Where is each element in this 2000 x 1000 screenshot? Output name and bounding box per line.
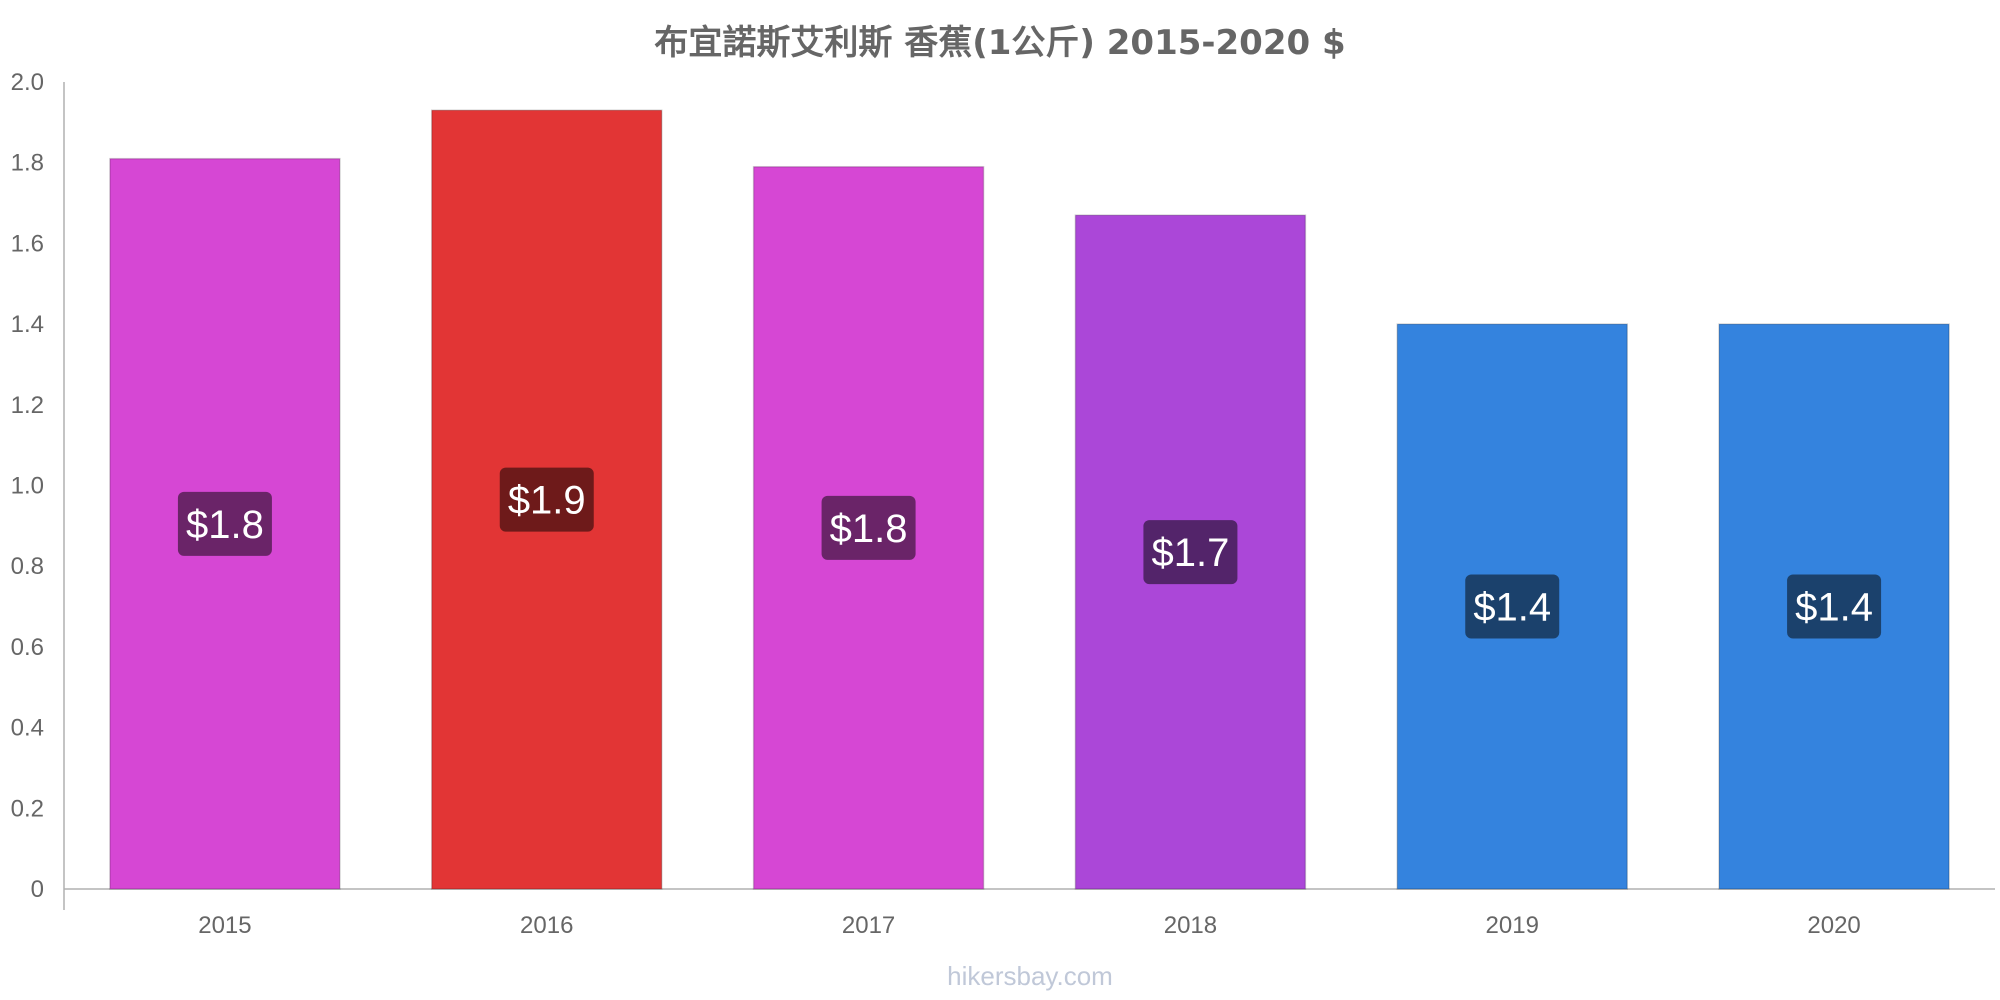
x-tick-label: 2016 (520, 912, 573, 939)
value-label-box (177, 491, 272, 556)
y-tick-label: 1.4 (11, 311, 44, 338)
x-tick-label: 2015 (198, 912, 251, 939)
y-tick-label: 2.0 (11, 69, 44, 96)
y-tick-label: 0.8 (11, 553, 44, 580)
y-tick-label: 0.2 (11, 795, 44, 822)
x-tick-labels: 2015 2016 2017 2018 2019 2020 (198, 912, 1861, 939)
chart-title: 布宜諾斯艾利斯 香蕉(1公斤) 2015-2020 $ (654, 23, 1345, 63)
x-tick-label: 2019 (1486, 912, 1539, 939)
y-tick-label: 1.2 (11, 392, 44, 419)
value-labels: $1.8 $1.9 $1.8 $1.7 $1.4 $1.4 (177, 467, 1882, 639)
value-label-box (499, 467, 594, 532)
value-label: $1.8 (830, 507, 908, 551)
value-label: $1.7 (1151, 531, 1229, 575)
value-label: $1.4 (1795, 586, 1873, 630)
y-tick-label: 1.8 (11, 150, 44, 177)
y-tick-label: 1.6 (11, 230, 44, 257)
value-label-box (821, 495, 916, 560)
x-tick-label: 2018 (1164, 912, 1217, 939)
x-tick-label: 2017 (842, 912, 895, 939)
y-tick-label: 0.6 (11, 634, 44, 661)
y-tick-label: 0 (31, 876, 44, 903)
value-label-box (1787, 574, 1882, 639)
y-tick-label: 1.0 (11, 473, 44, 500)
y-tick-labels: 0 0.2 0.4 0.6 0.8 1.0 1.2 1.4 1.6 1.8 2.0 (11, 69, 44, 903)
footer-watermark: hikersbay.com (947, 961, 1113, 991)
value-label: $1.4 (1473, 586, 1551, 630)
value-label-box (1465, 574, 1560, 639)
x-tick-label: 2020 (1807, 912, 1860, 939)
bars (109, 109, 1950, 890)
value-label: $1.8 (186, 503, 264, 547)
value-label: $1.9 (508, 479, 586, 523)
value-label-box (1143, 520, 1238, 585)
y-tick-label: 0.4 (11, 715, 44, 742)
